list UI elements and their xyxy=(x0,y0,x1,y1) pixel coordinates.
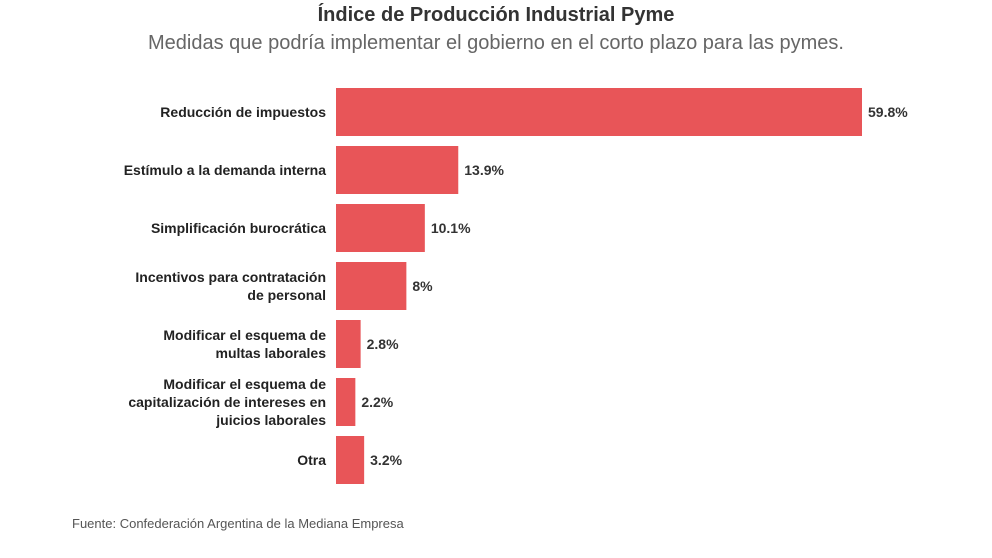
category-label: Estímulo a la demanda interna xyxy=(124,162,326,178)
category-label: Reducción de impuestos xyxy=(160,104,326,120)
category-label: Incentivos para contratación de personal xyxy=(135,269,326,303)
data-label: 2.2% xyxy=(361,394,393,410)
data-label: 10.1% xyxy=(431,220,471,236)
category-label: Simplificación burocrática xyxy=(151,220,326,236)
bar xyxy=(336,88,862,136)
data-label: 59.8% xyxy=(868,104,908,120)
bar xyxy=(336,204,425,252)
chart-subtitle: Medidas que podría implementar el gobier… xyxy=(148,32,844,54)
data-label: 3.2% xyxy=(370,452,402,468)
category-label: Modificar el esquema de capitalización de… xyxy=(128,376,326,428)
data-label: 8% xyxy=(412,278,433,294)
category-label: Modificar el esquema de multas laborales xyxy=(163,327,326,361)
category-label: Otra xyxy=(297,452,326,468)
bar xyxy=(336,320,361,368)
bar xyxy=(336,436,365,484)
data-label: 2.8% xyxy=(367,336,399,352)
source-note: Fuente: Confederación Argentina de la Me… xyxy=(72,516,404,531)
data-label: 13.9% xyxy=(464,162,504,178)
bar xyxy=(336,262,407,310)
bar xyxy=(336,146,459,194)
chart-title: Índice de Producción Industrial Pyme xyxy=(317,4,675,26)
bar xyxy=(336,378,356,426)
